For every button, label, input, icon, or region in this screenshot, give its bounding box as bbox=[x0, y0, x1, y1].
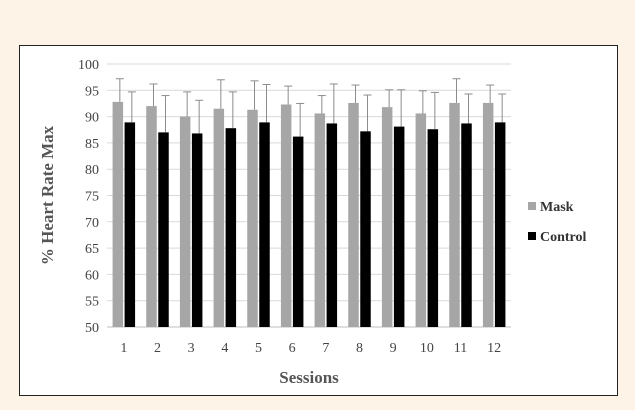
x-tick-label-2: 2 bbox=[154, 341, 161, 356]
figure-frame: 50 55 60 65 70 75 80 85 90 95 100 1 2 3 4 5 6 7 8 9 10 11 12 … bbox=[19, 45, 618, 396]
legend-label-mask: Mask bbox=[540, 200, 574, 215]
error-bar-mask-1 bbox=[115, 78, 124, 102]
bar-mask-10 bbox=[415, 113, 427, 327]
y-tick-labels: 50 55 60 65 70 75 80 85 90 95 100 bbox=[78, 58, 99, 336]
bar-control-12 bbox=[494, 122, 506, 327]
y-tick-label-60: 60 bbox=[85, 268, 99, 283]
error-bar-control-5 bbox=[262, 84, 271, 123]
bar-mask-6 bbox=[280, 104, 292, 327]
error-bar-mask-11 bbox=[452, 78, 461, 103]
x-tick-label-12: 12 bbox=[487, 341, 501, 356]
x-tick-label-6: 6 bbox=[289, 341, 296, 356]
bar-control-7 bbox=[326, 123, 338, 327]
error-bar-control-4 bbox=[228, 91, 237, 129]
y-tick-label-85: 85 bbox=[85, 137, 99, 152]
bar-control-5 bbox=[259, 122, 270, 327]
x-tick-label-1: 1 bbox=[120, 341, 127, 356]
error-bar-control-3 bbox=[195, 99, 204, 134]
bar-mask-3 bbox=[179, 116, 191, 327]
error-bar-control-11 bbox=[464, 93, 473, 124]
x-tick-label-10: 10 bbox=[420, 341, 434, 356]
error-bar-mask-8 bbox=[351, 84, 360, 103]
error-bar-mask-3 bbox=[183, 91, 192, 117]
x-tick-label-3: 3 bbox=[188, 341, 195, 356]
bar-mask-2 bbox=[146, 106, 157, 327]
bar-control-1 bbox=[124, 122, 136, 327]
bar-control-9 bbox=[393, 126, 405, 328]
legend-swatch-control bbox=[528, 232, 536, 240]
error-bars bbox=[115, 78, 507, 137]
x-tick-label-7: 7 bbox=[322, 341, 329, 356]
error-bar-control-6 bbox=[296, 102, 305, 137]
bar-mask-5 bbox=[247, 109, 258, 328]
y-tick-label-80: 80 bbox=[85, 163, 99, 178]
error-bar-control-10 bbox=[430, 91, 439, 130]
y-tick-label-90: 90 bbox=[85, 111, 99, 126]
error-bar-mask-7 bbox=[317, 95, 326, 114]
bar-control-6 bbox=[292, 136, 304, 327]
error-bar-mask-9 bbox=[385, 89, 394, 108]
y-axis-title: % Heart Rate Max bbox=[38, 125, 57, 265]
bar-mask-12 bbox=[482, 102, 494, 327]
bar-mask-4 bbox=[213, 108, 225, 328]
bar-mask-11 bbox=[449, 102, 460, 327]
legend-swatch-mask bbox=[528, 202, 536, 210]
error-bar-control-2 bbox=[161, 95, 170, 133]
error-bar-control-8 bbox=[363, 94, 372, 132]
bar-control-2 bbox=[158, 132, 169, 327]
y-tick-label-95: 95 bbox=[85, 84, 99, 99]
x-tick-label-9: 9 bbox=[390, 341, 397, 356]
y-tick-label-50: 50 bbox=[85, 321, 99, 336]
y-tick-label-70: 70 bbox=[85, 216, 99, 231]
bar-mask-9 bbox=[381, 107, 393, 327]
error-bar-mask-10 bbox=[418, 90, 427, 114]
gridlines bbox=[107, 63, 511, 302]
y-tick-label-65: 65 bbox=[85, 242, 99, 257]
error-bar-control-12 bbox=[498, 93, 507, 123]
legend: Mask Control bbox=[528, 200, 587, 245]
y-tick-label-75: 75 bbox=[85, 190, 99, 205]
error-bar-control-7 bbox=[329, 83, 338, 124]
bar-mask-8 bbox=[348, 102, 359, 327]
bar-mask-1 bbox=[112, 101, 124, 327]
error-bar-mask-12 bbox=[486, 84, 495, 103]
bar-control-10 bbox=[427, 129, 439, 327]
x-tick-labels: 1 2 3 4 5 6 7 8 9 10 11 12 bbox=[120, 341, 501, 356]
x-axis-title: Sessions bbox=[279, 368, 339, 387]
y-tick-label-55: 55 bbox=[85, 295, 99, 310]
x-tick-label-4: 4 bbox=[221, 341, 228, 356]
error-bar-mask-6 bbox=[284, 85, 293, 105]
y-tick-label-100: 100 bbox=[78, 58, 99, 73]
error-bar-mask-2 bbox=[149, 83, 158, 107]
error-bar-control-9 bbox=[397, 89, 406, 127]
legend-label-control: Control bbox=[540, 230, 587, 245]
bar-control-11 bbox=[461, 123, 472, 327]
bar-control-3 bbox=[191, 133, 203, 327]
x-tick-label-8: 8 bbox=[356, 341, 363, 356]
error-bar-control-1 bbox=[127, 91, 136, 123]
error-bar-mask-4 bbox=[216, 79, 225, 109]
x-tick-label-11: 11 bbox=[454, 341, 467, 356]
x-tick-label-5: 5 bbox=[255, 341, 262, 356]
bar-mask-7 bbox=[314, 113, 326, 327]
bar-control-4 bbox=[225, 128, 237, 327]
bar-control-8 bbox=[360, 131, 371, 327]
error-bar-mask-5 bbox=[250, 80, 259, 110]
bars bbox=[112, 101, 506, 328]
